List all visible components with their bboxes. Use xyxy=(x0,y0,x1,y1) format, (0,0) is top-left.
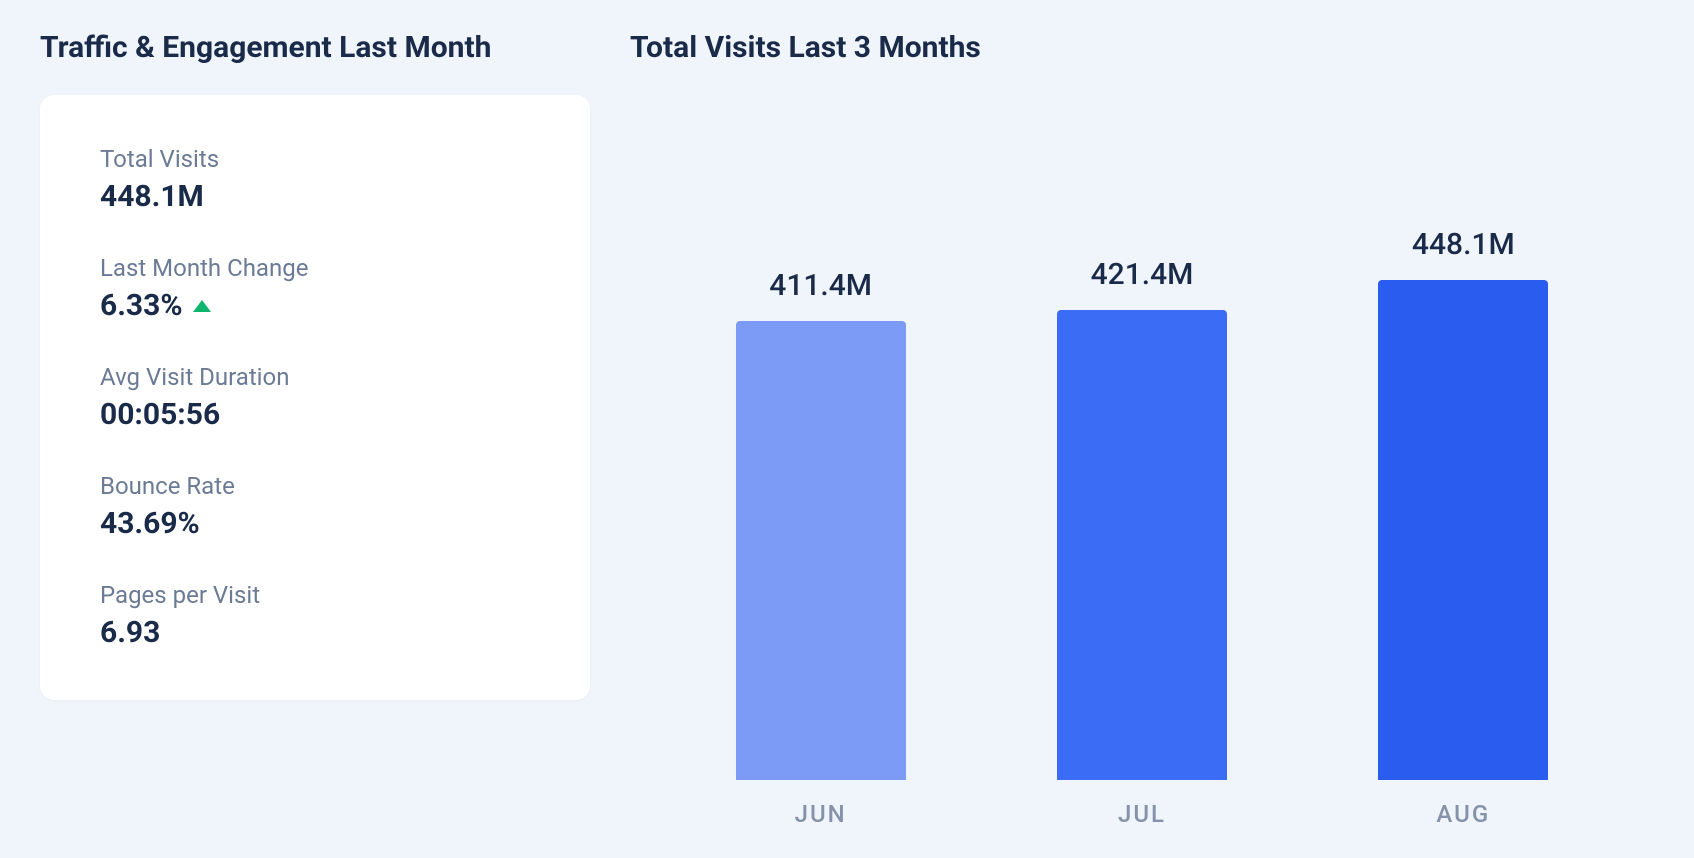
metric-bounce-rate: Bounce Rate 43.69% xyxy=(100,472,530,541)
engagement-panel: Traffic & Engagement Last Month Total Vi… xyxy=(40,30,590,828)
dashboard-container: Traffic & Engagement Last Month Total Vi… xyxy=(0,0,1694,858)
bar-value-label: 411.4M xyxy=(769,268,872,303)
metric-avg-visit-duration: Avg Visit Duration 00:05:56 xyxy=(100,363,530,432)
metric-value: 448.1M xyxy=(100,179,530,214)
bar-group: 448.1M AUG xyxy=(1373,227,1553,828)
bar-category-label: JUN xyxy=(795,800,847,828)
metric-value-text: 6.33% xyxy=(100,288,183,323)
metric-last-month-change: Last Month Change 6.33% xyxy=(100,254,530,323)
metric-label: Avg Visit Duration xyxy=(100,363,530,391)
bar-group: 411.4M JUN xyxy=(731,268,911,828)
bar xyxy=(1378,280,1548,780)
trend-up-icon xyxy=(193,300,211,312)
metric-label: Total Visits xyxy=(100,145,530,173)
bar-value-label: 448.1M xyxy=(1412,227,1515,262)
metric-label: Last Month Change xyxy=(100,254,530,282)
bar xyxy=(736,321,906,780)
bars-container: 411.4M JUN 421.4M JUL 448.1M AUG xyxy=(630,95,1654,828)
bar-chart: 411.4M JUN 421.4M JUL 448.1M AUG xyxy=(630,95,1654,828)
visits-chart-panel: Total Visits Last 3 Months 411.4M JUN 421.… xyxy=(630,30,1654,828)
metric-value: 00:05:56 xyxy=(100,397,530,432)
bar xyxy=(1057,310,1227,780)
metric-value: 43.69% xyxy=(100,506,530,541)
bar-value-label: 421.4M xyxy=(1091,257,1194,292)
metric-value: 6.33% xyxy=(100,288,530,323)
metric-label: Bounce Rate xyxy=(100,472,530,500)
bar-category-label: AUG xyxy=(1436,800,1490,828)
bar-group: 421.4M JUL xyxy=(1052,257,1232,828)
engagement-title: Traffic & Engagement Last Month xyxy=(40,30,590,65)
metric-total-visits: Total Visits 448.1M xyxy=(100,145,530,214)
metrics-card: Total Visits 448.1M Last Month Change 6.… xyxy=(40,95,590,700)
metric-label: Pages per Visit xyxy=(100,581,530,609)
chart-title: Total Visits Last 3 Months xyxy=(630,30,1654,65)
metric-pages-per-visit: Pages per Visit 6.93 xyxy=(100,581,530,650)
bar-category-label: JUL xyxy=(1118,800,1166,828)
metric-value: 6.93 xyxy=(100,615,530,650)
